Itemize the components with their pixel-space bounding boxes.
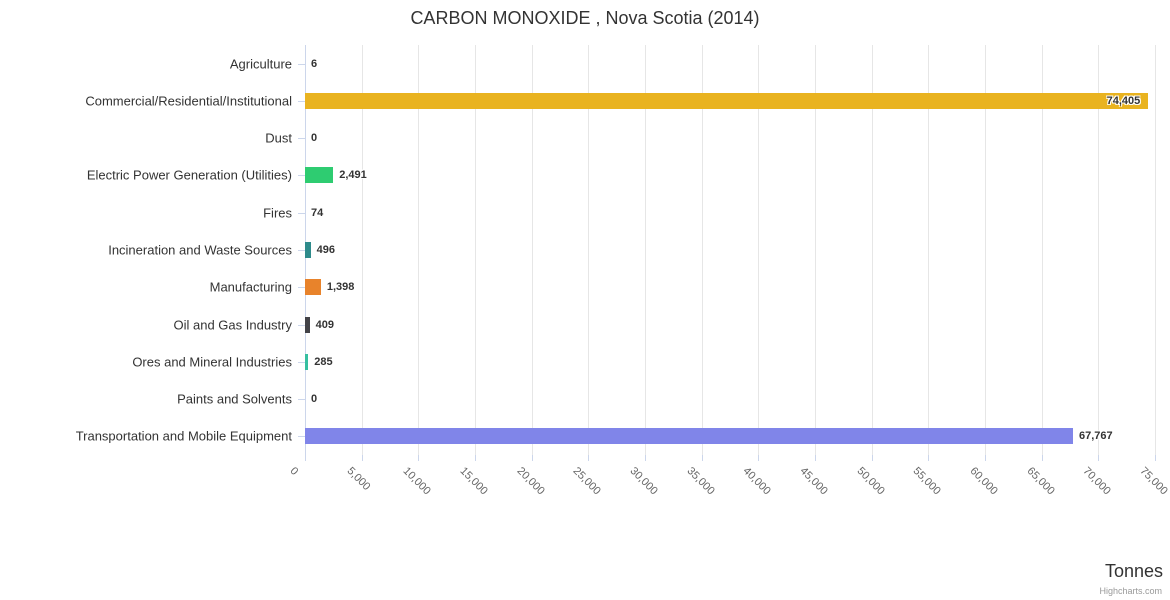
y-axis-tick [298, 324, 305, 326]
bar-value-label: 6 [311, 57, 318, 70]
x-axis-tick [1098, 455, 1100, 461]
gridline [758, 45, 760, 455]
gridline [475, 45, 476, 455]
gridline [928, 45, 930, 455]
bar-value-label: 409 [315, 318, 334, 331]
category-label: Paints and Solvents [177, 391, 292, 407]
x-axis-tick [475, 455, 476, 461]
x-axis-tick-label: 30,000 [627, 465, 660, 498]
bar-value-label: 0 [311, 393, 318, 406]
x-axis-tick-label: 20,000 [514, 465, 547, 498]
y-axis-tick [298, 100, 305, 102]
bar[interactable] [305, 279, 321, 296]
category-label: Transportation and Mobile Equipment [75, 428, 292, 444]
bar[interactable] [305, 242, 311, 258]
category-label: Agriculture [229, 56, 292, 72]
x-axis-tick [815, 455, 816, 461]
gridline [1155, 45, 1156, 455]
bar-value-label: 0 [311, 132, 318, 145]
x-axis-tick-label: 50,000 [854, 465, 887, 498]
bar-value-label: 67,767 [1079, 430, 1113, 443]
bar-value-label: 74,405 [1106, 94, 1141, 107]
gridline [645, 45, 646, 455]
x-axis-tick-label: 55,000 [910, 465, 944, 498]
gridline [815, 45, 816, 455]
y-axis-tick [298, 63, 305, 65]
bar[interactable] [305, 428, 1074, 445]
x-axis-tick-label: 10,000 [400, 465, 434, 498]
gridline [1098, 45, 1100, 455]
bar-value-label: 74 [311, 206, 324, 219]
y-axis-tick [298, 212, 305, 214]
gridline [871, 45, 873, 455]
bar[interactable] [305, 92, 1149, 109]
x-axis-tick-label: 0 [287, 465, 301, 478]
category-label: Oil and Gas Industry [173, 317, 293, 333]
gridline [531, 45, 533, 455]
gridline [701, 45, 703, 455]
bar[interactable] [305, 353, 309, 370]
x-axis-tick-label: 65,000 [1024, 465, 1057, 498]
x-axis-tick [1041, 455, 1043, 461]
x-axis-tick-label: 5,000 [344, 465, 373, 493]
gridline [1041, 45, 1043, 455]
bar[interactable] [305, 316, 310, 333]
x-axis-tick-label: 35,000 [684, 465, 717, 498]
x-axis-tick-label: 70,000 [1080, 465, 1114, 498]
x-axis-tick-label: 15,000 [457, 465, 490, 498]
bar[interactable] [305, 167, 334, 184]
bar-value-label: 285 [314, 355, 333, 368]
x-axis-tick [645, 455, 646, 461]
x-axis-tick-label: 25,000 [570, 465, 604, 498]
y-axis-tick [298, 436, 305, 438]
x-axis-tick [1155, 455, 1156, 461]
x-axis-title: Tonnes [1104, 561, 1163, 581]
y-axis-tick [298, 361, 305, 363]
gridline [361, 45, 363, 455]
y-axis-tick [298, 138, 305, 140]
chart-title: CARBON MONOXIDE , Nova Scotia (2014) [410, 8, 760, 28]
x-axis-tick-label: 75,000 [1137, 465, 1170, 498]
x-axis-tick [361, 455, 363, 461]
category-label: Manufacturing [209, 279, 292, 295]
highcharts-credit[interactable]: Highcharts.com [1099, 586, 1162, 596]
x-axis-tick [588, 455, 590, 461]
y-axis-tick [298, 287, 305, 289]
x-axis-tick [701, 455, 703, 461]
category-label: Commercial/Residential/Institutional [85, 93, 292, 109]
category-label: Dust [265, 130, 292, 146]
x-axis-tick-label: 60,000 [967, 465, 1000, 498]
gridline [588, 45, 590, 455]
gridline [418, 45, 420, 455]
y-axis-tick [298, 175, 305, 177]
bar-value-label: 2,491 [339, 169, 367, 182]
x-axis-tick [928, 455, 930, 461]
gridline [985, 45, 986, 455]
category-label: Ores and Mineral Industries [132, 354, 292, 370]
x-axis-tick [985, 455, 986, 461]
category-label: Electric Power Generation (Utilities) [86, 167, 292, 183]
bar-value-label: 1,398 [326, 281, 355, 294]
category-label: Incineration and Waste Sources [108, 242, 292, 258]
y-axis-tick [298, 399, 305, 401]
x-axis-tick [758, 455, 760, 461]
y-axis-tick [298, 250, 305, 251]
x-axis-tick [531, 455, 533, 461]
x-axis-tick [305, 455, 306, 461]
x-axis-tick-label: 45,000 [797, 465, 830, 498]
bar-value-label: 496 [316, 244, 335, 256]
x-axis-tick [871, 455, 873, 461]
x-axis-tick-label: 40,000 [740, 465, 774, 498]
x-axis-tick [418, 455, 420, 461]
category-label: Fires [263, 205, 292, 221]
